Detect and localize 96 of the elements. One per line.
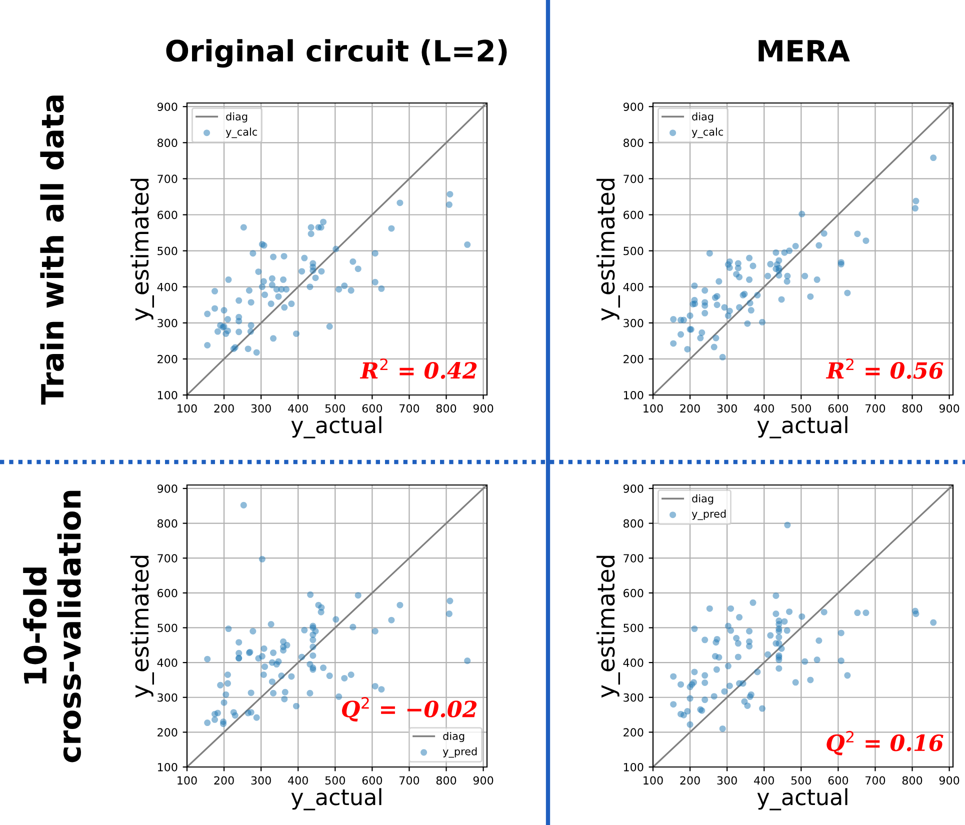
x-tick-label: 200 (680, 404, 700, 413)
y-tick-label: 200 (624, 728, 644, 737)
x-tick-label: 300 (717, 404, 737, 413)
legend-label: diag (443, 732, 464, 742)
x-tick-label: 700 (866, 776, 886, 785)
y-tick-label: 800 (624, 519, 644, 528)
legend-label: diag (692, 494, 714, 504)
x-tick-label: 800 (436, 404, 456, 413)
y-tick-label: 900 (623, 484, 644, 493)
legend-label: y_calc (226, 128, 257, 138)
x-tick-label: 200 (214, 776, 234, 785)
x-tick-label: 700 (400, 776, 420, 785)
legend-label: diag (226, 112, 248, 122)
y-tick-label: 800 (158, 138, 178, 148)
y-tick-label: 700 (158, 174, 178, 184)
x-axis-title: y_actual (757, 788, 848, 810)
x-axis-title: y_actual (757, 416, 848, 438)
x-tick-label: 100 (178, 776, 197, 785)
y-tick-label: 700 (624, 174, 644, 184)
y-tick-label: 300 (158, 693, 178, 702)
x-axis-title: y_actual (291, 416, 382, 438)
y-tick-label: 500 (158, 246, 178, 256)
y-tick-label: 300 (624, 318, 644, 328)
x-tick-label: 600 (828, 776, 848, 785)
y-tick-label: 600 (158, 210, 178, 220)
x-tick-label: 400 (754, 776, 774, 785)
y-axis-title: y_estimated (596, 556, 620, 698)
y-tick-label: 400 (623, 658, 644, 667)
x-tick-label: 800 (902, 776, 922, 785)
annotation: Q$^{2}$ = −0.02 (342, 697, 477, 722)
x-tick-label: 900 (473, 404, 494, 413)
x-tick-label: 700 (866, 404, 886, 413)
x-tick-label: 100 (644, 404, 663, 413)
x-tick-label: 800 (902, 404, 922, 413)
x-tick-label: 400 (754, 404, 774, 413)
x-tick-label: 900 (473, 776, 494, 785)
annotation: R$^{2}$ = 0.42 (360, 358, 477, 379)
y-tick-label: 600 (158, 588, 178, 598)
x-tick-label: 500 (791, 776, 812, 785)
y-tick-label: 100 (624, 390, 644, 400)
chart-title: Original circuit (L=2) (166, 39, 507, 68)
y-tick-label: 200 (158, 728, 178, 737)
x-tick-label: 900 (939, 404, 960, 413)
legend-label: y_pred (442, 747, 477, 758)
x-tick-label: 400 (288, 404, 308, 413)
y-tick-label: 700 (624, 554, 644, 562)
y-tick-label: 100 (624, 762, 644, 772)
x-tick-label: 300 (717, 776, 737, 785)
legend-label: y_pred (692, 510, 726, 520)
y-tick-label: 400 (157, 658, 178, 667)
y-tick-label: 100 (158, 762, 178, 772)
x-axis-title: y_actual (291, 788, 382, 810)
y-tick-label: 800 (158, 519, 178, 528)
x-tick-label: 500 (791, 404, 812, 413)
x-tick-label: 500 (325, 404, 346, 413)
annotation: R$^{2}$ = 0.56 (826, 358, 944, 379)
legend-label: y_calc (692, 128, 723, 138)
x-tick-label: 800 (436, 776, 456, 785)
y-tick-label: 500 (624, 624, 644, 632)
x-tick-label: 600 (828, 404, 848, 413)
y-tick-label: 800 (624, 138, 644, 148)
x-tick-label: 400 (288, 776, 308, 785)
x-tick-label: 500 (325, 776, 346, 785)
legend-label: diag (692, 112, 714, 122)
y-tick-label: 600 (624, 588, 644, 598)
x-tick-label: 200 (680, 776, 700, 785)
y-tick-label: 500 (624, 246, 644, 256)
y-axis-title: y_estimated (130, 178, 154, 321)
x-tick-label: 600 (362, 776, 382, 785)
y-tick-label: 100 (158, 390, 178, 400)
x-tick-label: 200 (214, 404, 234, 413)
y-tick-label: 900 (623, 102, 644, 111)
y-tick-label: 600 (624, 210, 644, 220)
text: 10-fold cross-validation (23, 490, 81, 762)
y-tick-label: 400 (623, 282, 644, 292)
x-tick-label: 100 (644, 776, 663, 785)
x-tick-label: 700 (400, 404, 420, 413)
y-tick-label: 200 (624, 354, 644, 364)
annotation: Q$^{2}$ = 0.16 (826, 730, 944, 756)
x-tick-label: 600 (362, 404, 382, 413)
y-tick-label: 300 (624, 693, 644, 702)
y-tick-label: 500 (158, 624, 178, 632)
x-tick-label: 900 (939, 776, 960, 785)
x-tick-label: 300 (251, 776, 271, 785)
y-axis-title: y_estimated (596, 178, 620, 321)
y-tick-label: 700 (158, 554, 178, 562)
text: Train with all data (40, 96, 64, 405)
y-tick-label: 900 (157, 102, 178, 111)
x-tick-label: 300 (251, 404, 271, 413)
y-axis-title: y_estimated (130, 556, 154, 698)
chart-title: MERA (758, 40, 850, 62)
y-tick-label: 900 (157, 484, 178, 493)
y-tick-label: 300 (158, 318, 178, 328)
y-tick-label: 200 (158, 354, 178, 364)
y-tick-label: 400 (157, 282, 178, 292)
x-tick-label: 100 (178, 404, 197, 413)
